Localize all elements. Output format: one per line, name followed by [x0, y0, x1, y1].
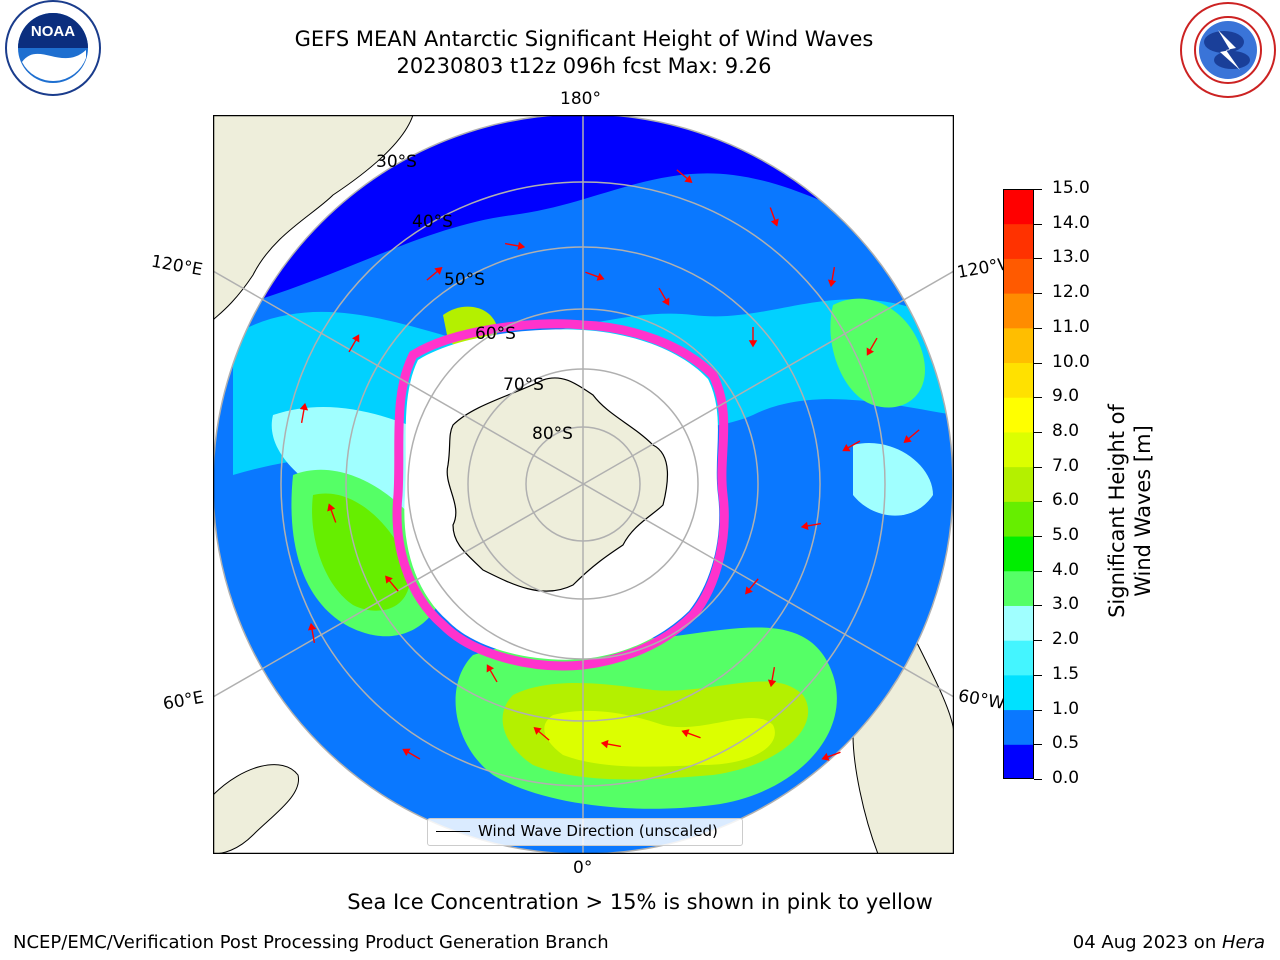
- colorbar: [1003, 189, 1034, 779]
- legend-line-swatch: [436, 831, 470, 832]
- colorbar-tick-label: 6.0: [1052, 490, 1080, 511]
- colorbar-bin: [1003, 223, 1034, 259]
- colorbar-bin: [1003, 536, 1034, 572]
- colorbar-tick-label: 7.0: [1052, 455, 1080, 476]
- colorbar-tick: [1034, 431, 1042, 433]
- lat-label-30s: 30°S: [376, 152, 417, 172]
- colorbar-tick: [1034, 779, 1042, 780]
- polar-map: [213, 115, 954, 854]
- chart-title: GEFS MEAN Antarctic Significant Height o…: [294, 27, 874, 51]
- colorbar-label: Significant Height of Wind Waves [m]: [1105, 404, 1155, 618]
- colorbar-tick-label: 2.0: [1052, 629, 1080, 650]
- lat-label-60s: 60°S: [475, 324, 516, 344]
- colorbar-tick-label: 4.0: [1052, 559, 1080, 580]
- noaa-logo-text: NOAA: [31, 23, 75, 40]
- colorbar-border: [1003, 189, 1034, 779]
- colorbar-bin: [1003, 744, 1034, 779]
- lat-label-70s: 70°S: [503, 375, 544, 395]
- colorbar-tick: [1034, 570, 1042, 572]
- map-legend: Wind Wave Direction (unscaled): [427, 818, 743, 846]
- lat-label-50s: 50°S: [444, 270, 485, 290]
- colorbar-bin: [1003, 431, 1034, 468]
- lat-label-40s: 40°S: [412, 212, 453, 232]
- colorbar-bin: [1003, 570, 1034, 606]
- chart-subtitle: 20230803 t12z 096h fcst Max: 9.26: [396, 54, 772, 78]
- australia-land: [213, 115, 414, 321]
- sea-ice-edge: [392, 319, 729, 671]
- colorbar-bin: [1003, 640, 1034, 676]
- colorbar-bin: [1003, 293, 1034, 329]
- colorbar-tick-label: 9.0: [1052, 386, 1080, 407]
- colorbar-tick-label: 11.0: [1052, 316, 1090, 337]
- nws-logo: [1180, 2, 1276, 98]
- colorbar-bin: [1003, 397, 1034, 433]
- run-date: 04 Aug 2023 on Hera: [1073, 932, 1265, 953]
- colorbar-tick: [1034, 674, 1042, 676]
- colorbar-tick: [1034, 640, 1042, 642]
- colorbar-tick: [1034, 189, 1042, 190]
- antarctica-land: [446, 377, 669, 592]
- colorbar-tick: [1034, 397, 1042, 399]
- colorbar-tick-label: 13.0: [1052, 247, 1090, 268]
- colorbar-bin: [1003, 709, 1034, 745]
- colorbar-tick: [1034, 605, 1042, 607]
- lon-label-120e: 120°E: [149, 251, 205, 281]
- colorbar-tick-label: 3.0: [1052, 594, 1080, 615]
- colorbar-bin: [1003, 466, 1034, 502]
- producer-credit: NCEP/EMC/Verification Post Processing Pr…: [13, 932, 609, 953]
- colorbar-bin: [1003, 362, 1034, 398]
- colorbar-tick: [1034, 744, 1042, 746]
- colorbar-tick-label: 5.0: [1052, 525, 1080, 546]
- colorbar-tick-label: 12.0: [1052, 282, 1090, 303]
- colorbar-bin: [1003, 327, 1034, 364]
- lon-label-180: 180°: [560, 89, 601, 109]
- colorbar-tick: [1034, 466, 1042, 468]
- colorbar-tick-label: 14.0: [1052, 212, 1090, 233]
- colorbar-tick: [1034, 501, 1042, 503]
- colorbar-tick-label: 0.5: [1052, 733, 1080, 754]
- run-date-text: 04 Aug 2023 on: [1072, 932, 1222, 953]
- colorbar-tick: [1034, 536, 1042, 538]
- colorbar-tick-label: 1.0: [1052, 698, 1080, 719]
- colorbar-bin: [1003, 189, 1034, 225]
- colorbar-tick: [1034, 223, 1042, 225]
- noaa-logo: NOAA: [5, 0, 101, 96]
- colorbar-tick: [1034, 258, 1042, 260]
- colorbar-tick-label: 8.0: [1052, 420, 1080, 441]
- colorbar-tick: [1034, 362, 1042, 364]
- colorbar-tick-label: 1.5: [1052, 663, 1080, 684]
- machine-name: Hera: [1221, 932, 1265, 953]
- lat-label-80s: 80°S: [532, 424, 573, 444]
- sea-ice-note: Sea Ice Concentration > 15% is shown in …: [347, 890, 933, 914]
- legend-label: Wind Wave Direction (unscaled): [478, 822, 718, 840]
- colorbar-tick-label: 0.0: [1052, 768, 1080, 788]
- colorbar-bin: [1003, 501, 1034, 537]
- colorbar-tick-label: 10.0: [1052, 351, 1090, 372]
- lon-label-0: 0°: [573, 858, 593, 878]
- colorbar-bin: [1003, 674, 1034, 711]
- colorbar-bin: [1003, 605, 1034, 641]
- colorbar-tick: [1034, 293, 1042, 295]
- lon-label-60w: 60°W: [956, 686, 1007, 714]
- colorbar-tick: [1034, 327, 1042, 329]
- colorbar-tick-label: 15.0: [1052, 178, 1090, 198]
- colorbar-bin: [1003, 258, 1034, 294]
- africa-land: [213, 764, 299, 854]
- colorbar-tick: [1034, 709, 1042, 711]
- lon-label-60e: 60°E: [161, 687, 206, 715]
